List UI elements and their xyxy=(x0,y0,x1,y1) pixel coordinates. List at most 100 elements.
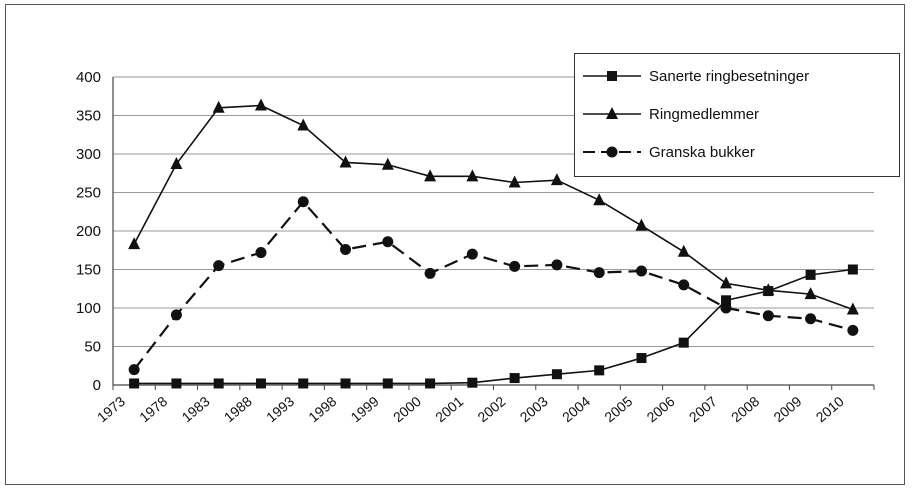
circle-point xyxy=(340,243,352,255)
square-point xyxy=(509,373,520,384)
circle-point xyxy=(382,236,394,248)
triangle-point xyxy=(508,175,521,188)
square-marker-icon xyxy=(583,71,641,81)
x-tick-label: 1999 xyxy=(348,393,382,425)
x-tick-label: 2003 xyxy=(517,393,551,425)
triangle-point xyxy=(381,157,394,170)
circle-point xyxy=(762,310,774,322)
triangle-point xyxy=(466,169,479,182)
circle-point xyxy=(551,259,563,271)
square-point xyxy=(467,377,478,388)
legend-item-sanerte: Sanerte ringbesetninger xyxy=(581,64,809,88)
triangle-point xyxy=(635,218,648,231)
triangle-point xyxy=(677,244,690,257)
circle-point xyxy=(635,265,647,277)
square-point xyxy=(847,264,858,275)
x-tick-label: 2009 xyxy=(770,393,804,425)
gridlines xyxy=(113,76,874,347)
x-tick-label: 1993 xyxy=(263,393,297,425)
circle-point xyxy=(213,260,225,272)
legend: Sanerte ringbesetninger Ringmedlemmer Gr… xyxy=(574,53,900,177)
legend-label: Granska bukker xyxy=(649,143,755,161)
series-1 xyxy=(128,98,859,315)
triangle-point xyxy=(424,169,437,182)
x-tick-label: 2007 xyxy=(686,393,720,425)
y-tick-label: 100 xyxy=(76,300,101,317)
legend-label: Sanerte ringbesetninger xyxy=(649,67,810,85)
x-tick-label: 1983 xyxy=(178,393,212,425)
chart-frame: 0 50 100 150 200 250 300 350 400 1973 1978 1983 198… xyxy=(5,4,905,485)
square-point xyxy=(213,378,224,389)
triangle-point xyxy=(170,157,183,170)
square-point xyxy=(171,378,182,389)
x-tick-label: 2008 xyxy=(728,393,762,425)
triangle-point xyxy=(593,193,606,206)
x-tick-label: 1973 xyxy=(94,393,128,425)
x-tick-label: 2001 xyxy=(432,393,466,425)
triangle-point xyxy=(762,283,775,296)
square-point xyxy=(340,378,351,389)
circle-point xyxy=(128,364,140,376)
circle-point xyxy=(509,260,521,272)
x-tick-label: 2004 xyxy=(559,393,593,425)
x-tick-label: 2000 xyxy=(390,393,424,425)
circle-marker-icon xyxy=(583,146,641,158)
series-line xyxy=(133,104,854,311)
circle-point xyxy=(805,313,817,325)
circle-point xyxy=(466,248,478,260)
series-line xyxy=(134,268,853,385)
square-point xyxy=(255,378,266,389)
x-tick-label: 1988 xyxy=(221,393,255,425)
x-tick-label: 1998 xyxy=(305,393,339,425)
legend-item-granska: Granska bukker xyxy=(581,140,755,164)
square-point xyxy=(298,378,309,389)
series-line xyxy=(133,200,854,371)
y-tick-label: 0 xyxy=(93,377,101,394)
square-point xyxy=(425,378,436,389)
y-tick-label: 150 xyxy=(76,262,101,279)
legend-item-ringmedlemmer: Ringmedlemmer xyxy=(581,102,759,126)
y-tick-label: 350 xyxy=(76,108,101,125)
series-0 xyxy=(129,264,858,389)
triangle-point xyxy=(128,237,141,250)
x-tick-label: 2005 xyxy=(601,393,635,425)
legend-label: Ringmedlemmer xyxy=(649,105,760,123)
square-point xyxy=(636,353,647,364)
circle-point xyxy=(720,302,732,314)
x-tick-label: 2006 xyxy=(644,393,678,425)
square-point xyxy=(721,295,732,306)
series-2 xyxy=(128,196,859,376)
y-tick-label: 300 xyxy=(76,146,101,163)
square-point xyxy=(382,378,393,389)
square-point xyxy=(129,378,140,389)
y-tick-label: 200 xyxy=(76,223,101,240)
x-axis: 1973 1978 1983 1988 1993 1998 1999 2000 2001 2002… xyxy=(94,384,875,425)
y-axis: 0 50 100 150 200 250 300 350 400 xyxy=(76,69,114,394)
square-point xyxy=(551,369,562,380)
triangle-point xyxy=(846,302,859,315)
triangle-point xyxy=(254,98,267,111)
circle-point xyxy=(255,247,267,259)
circle-point xyxy=(847,324,859,336)
triangle-point xyxy=(804,287,817,300)
circle-point xyxy=(424,267,436,279)
x-tick-label: 1978 xyxy=(136,393,170,425)
triangle-point xyxy=(212,100,225,113)
triangle-point xyxy=(550,173,563,186)
circle-point xyxy=(297,196,309,208)
triangle-point xyxy=(297,118,310,131)
triangle-point xyxy=(720,276,733,289)
x-tick-label: 2010 xyxy=(813,393,847,425)
square-point xyxy=(594,365,605,376)
triangle-point xyxy=(339,155,352,168)
circle-point xyxy=(593,267,605,279)
circle-point xyxy=(678,279,690,291)
triangle-marker-icon xyxy=(583,107,641,119)
line-chart: 0 50 100 150 200 250 300 350 400 1973 1978 1983 198… xyxy=(76,69,875,425)
series-group xyxy=(128,98,859,389)
y-tick-label: 250 xyxy=(76,185,101,202)
y-tick-label: 50 xyxy=(84,339,101,356)
square-point xyxy=(805,269,816,280)
x-tick-label: 2002 xyxy=(474,393,508,425)
circle-point xyxy=(170,309,182,321)
